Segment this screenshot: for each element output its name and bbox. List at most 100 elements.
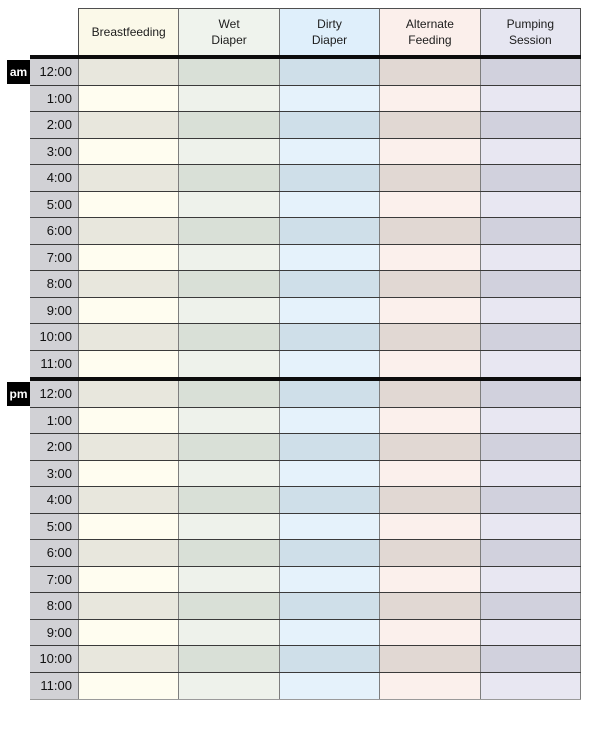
log-cell-wet-diaper [178,324,279,350]
time-label: 3:00 [30,460,78,486]
log-cell-pumping-session [479,244,582,270]
hour-row-am-9:00: 9:00 [30,297,582,324]
log-cell-wet-diaper [178,593,279,619]
log-cell-wet-diaper [178,244,279,270]
log-cell-pumping-session [479,513,582,539]
time-label: 12:00 [30,381,78,407]
log-cell-breastfeeding [78,434,179,460]
log-cell-dirty-diaper [278,646,380,672]
log-cell-wet-diaper [178,672,279,699]
log-cell-breastfeeding [78,672,179,699]
log-cell-breastfeeding [78,191,179,217]
log-cell-pumping-session [479,434,582,460]
time-label: 9:00 [30,619,78,645]
log-cell-breastfeeding [78,513,179,539]
log-cell-dirty-diaper [278,619,380,645]
log-cell-breastfeeding [78,324,179,350]
log-cell-alternate-feeding [379,112,480,138]
time-label: 10:00 [30,324,78,350]
header-row: Breastfeeding Wet Diaper Dirty Diaper Alterna… [78,8,582,55]
log-cell-wet-diaper [178,619,279,645]
log-cell-pumping-session [479,85,582,111]
log-cell-dirty-diaper [278,271,380,297]
log-cell-pumping-session [479,672,582,699]
time-label: 6:00 [30,540,78,566]
log-cell-breastfeeding [78,566,179,592]
hour-row-pm-12:00: 12:00 [30,381,582,408]
log-cell-alternate-feeding [379,165,480,191]
hour-row-pm-1:00: 1:00 [30,407,582,434]
log-cell-breastfeeding [78,381,179,407]
log-cell-pumping-session [479,646,582,672]
log-cell-alternate-feeding [379,244,480,270]
log-cell-alternate-feeding [379,350,480,377]
time-label: 6:00 [30,218,78,244]
log-cell-wet-diaper [178,191,279,217]
column-header-label: Wet [218,16,240,31]
log-cell-pumping-session [479,460,582,486]
column-header-label: Diaper [211,33,247,47]
log-cell-wet-diaper [178,460,279,486]
column-header-dirty-diaper: Dirty Diaper [278,8,380,55]
log-cell-dirty-diaper [278,165,380,191]
column-header-label: Alternate [405,16,454,31]
am-section: 12:00 1:00 2:00 3:00 4:00 5:00 6:00 7:00 8:00 9:0… [30,59,582,377]
hour-row-am-2:00: 2:00 [30,112,582,139]
time-label: 8:00 [30,593,78,619]
log-cell-alternate-feeding [379,138,480,164]
time-label: 1:00 [30,407,78,433]
hour-row-am-8:00: 8:00 [30,271,582,298]
column-header-label: Diaper [311,33,348,47]
log-cell-breastfeeding [78,59,179,85]
time-label: 2:00 [30,434,78,460]
log-cell-dirty-diaper [278,381,380,407]
log-cell-breastfeeding [78,85,179,111]
log-cell-pumping-session [479,540,582,566]
time-label: 2:00 [30,112,78,138]
hour-row-pm-7:00: 7:00 [30,566,582,593]
column-header-wet-diaper: Wet Diaper [178,8,279,55]
log-cell-wet-diaper [178,297,279,323]
time-label: 11:00 [30,350,78,377]
log-cell-alternate-feeding [379,218,480,244]
log-cell-pumping-session [479,487,582,513]
hour-row-pm-11:00: 11:00 [30,672,582,699]
log-cell-pumping-session [479,566,582,592]
log-cell-alternate-feeding [379,59,480,85]
pm-section: 12:00 1:00 2:00 3:00 4:00 5:00 6:00 7:00 8:00 9:0… [30,381,582,700]
column-header-breastfeeding: Breastfeeding [78,8,179,55]
log-cell-breastfeeding [78,540,179,566]
column-header-label: Feeding [408,33,452,47]
log-cell-dirty-diaper [278,138,380,164]
hour-row-pm-8:00: 8:00 [30,593,582,620]
log-cell-dirty-diaper [278,218,380,244]
log-cell-dirty-diaper [278,487,380,513]
time-label: 5:00 [30,513,78,539]
am-badge: am [7,60,30,84]
log-cell-pumping-session [479,59,582,85]
log-cell-pumping-session [479,350,582,377]
time-label: 12:00 [30,59,78,85]
log-cell-dirty-diaper [278,566,380,592]
log-cell-alternate-feeding [379,566,480,592]
hour-row-pm-4:00: 4:00 [30,487,582,514]
log-cell-dirty-diaper [278,540,380,566]
log-cell-dirty-diaper [278,407,380,433]
log-cell-alternate-feeding [379,434,480,460]
hour-row-pm-10:00: 10:00 [30,646,582,673]
log-cell-breastfeeding [78,593,179,619]
column-header-alternate-feeding: Alternate Feeding [379,8,480,55]
hour-row-pm-6:00: 6:00 [30,540,582,567]
hour-row-pm-2:00: 2:00 [30,434,582,461]
hour-row-pm-9:00: 9:00 [30,619,582,646]
log-cell-breastfeeding [78,350,179,377]
hour-row-am-6:00: 6:00 [30,218,582,245]
log-cell-wet-diaper [178,218,279,244]
log-cell-pumping-session [479,271,582,297]
time-label: 1:00 [30,85,78,111]
log-cell-pumping-session [479,218,582,244]
hour-row-pm-3:00: 3:00 [30,460,582,487]
log-cell-wet-diaper [178,138,279,164]
hour-row-am-3:00: 3:00 [30,138,582,165]
log-cell-dirty-diaper [278,434,380,460]
